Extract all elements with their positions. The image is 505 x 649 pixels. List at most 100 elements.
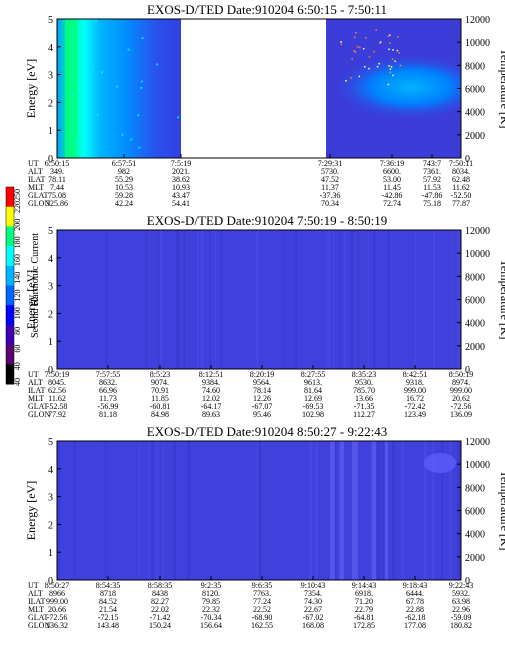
colorbar-tick-label: 140 [13, 272, 22, 284]
ephemeris-value: 9:6:35 [252, 581, 272, 590]
ephemeris-value: -71.42 [150, 613, 171, 622]
ephemeris-value: 81.64 [304, 386, 322, 395]
y-tick-label: 4 [48, 465, 53, 476]
ephemeris-value: -71.35 [354, 402, 375, 411]
colorbar-segment [6, 226, 14, 247]
ephemeris-value: 9:22:43 [449, 581, 473, 590]
colorbar-tick-label: 220 [13, 201, 22, 213]
ephemeris-value: -68.90 [252, 613, 273, 622]
ephemeris-value: -64.17 [201, 402, 222, 411]
ephemeris-value: 11.45 [383, 183, 401, 192]
streak [401, 441, 404, 580]
panel-1: EXOS-D/TED Date:910204 6:50:15 - 7:50:11… [24, 2, 505, 208]
ephemeris-value: 8045. [48, 378, 66, 387]
noise-dot [340, 43, 343, 45]
ephemeris-value: 982 [118, 167, 130, 176]
y2-tick-label: 0 [465, 576, 470, 587]
ephemeris-value: 999.00 [450, 386, 472, 395]
y-axis-label: Energy [eV] [24, 481, 38, 540]
y2-tick-label: 4000 [465, 530, 485, 541]
ephemeris-value: -47.86 [422, 191, 443, 200]
y-tick-label: 1 [48, 126, 53, 137]
y-tick-label: 3 [48, 282, 53, 293]
noise-dot [387, 83, 390, 86]
ephemeris-value: 63.98 [452, 597, 470, 606]
ephemeris-value: 180.82 [450, 621, 472, 630]
ephemeris-value: 349. [50, 167, 64, 176]
y-axis-label: Energy [eV] [24, 59, 38, 118]
ephemeris-value: 325.86 [46, 199, 68, 208]
streak [449, 441, 452, 580]
ephemeris-value: 11.73 [99, 394, 117, 403]
streak [343, 230, 347, 369]
streak [58, 441, 60, 580]
ephemeris-value: 82.27 [151, 597, 169, 606]
ephemeris-value: 8718 [100, 589, 116, 598]
colorbar-segment [6, 324, 14, 346]
ephemeris-value: -67.07 [252, 402, 273, 411]
streak [350, 230, 353, 369]
ephemeris-value: 177.08 [404, 621, 426, 630]
ephemeris-value: 21.54 [99, 605, 117, 614]
noise-dot [389, 68, 392, 70]
ephemeris-row-label: ALT [28, 378, 43, 387]
ephemeris-value: 8:5:23 [150, 370, 170, 379]
ephemeris-value: 8966 [49, 589, 65, 598]
bright-patch [424, 453, 456, 473]
streak [196, 230, 199, 369]
ephemeris-value: 8120. [202, 589, 220, 598]
ephemeris-value: 9:18:43 [403, 581, 427, 590]
y2-tick-label: 2000 [465, 342, 485, 353]
streak [373, 230, 376, 369]
ephemeris-value: 55.29 [115, 175, 133, 184]
ephemeris-value: 77.92 [48, 410, 66, 419]
streak [339, 230, 342, 369]
ephemeris-value: 47.52 [321, 175, 339, 184]
streak [424, 441, 427, 580]
y2-tick-label: 12000 [465, 226, 490, 237]
colorbar-segment [6, 285, 14, 306]
ephemeris-value: 54.41 [172, 199, 190, 208]
spectrogram-area [57, 19, 461, 158]
ephemeris-value: 22.32 [202, 605, 220, 614]
noise-dot [379, 42, 381, 44]
noise-dot [394, 60, 396, 63]
noise-dot [389, 71, 392, 74]
ephemeris-value: 6918. [355, 589, 373, 598]
ephemeris-value: 7:50:11 [449, 159, 473, 168]
streak [433, 230, 436, 369]
y2-tick-label: 6000 [465, 85, 485, 96]
colorbar-min-label: 40 [13, 378, 22, 386]
ephemeris-value: 6600. [383, 167, 401, 176]
ephemeris-value: 62.48 [452, 175, 470, 184]
burst-column [352, 441, 358, 580]
streak [183, 230, 185, 369]
speckle [95, 19, 98, 22]
y-tick-label: 1 [48, 337, 53, 348]
speckle [141, 37, 144, 40]
ephemeris-value: 9074. [151, 378, 169, 387]
noise-dot [355, 31, 357, 34]
ephemeris-value: 74.30 [304, 597, 322, 606]
ephemeris-value: 13.66 [355, 394, 373, 403]
ephemeris-value: 57.92 [423, 175, 441, 184]
ephemeris-value: 9:2:35 [201, 581, 221, 590]
ephemeris-value: 77.24 [253, 597, 271, 606]
colorbar-tick-label: 160 [13, 254, 22, 266]
ephemeris-value: 8:50:27 [45, 581, 69, 590]
ephemeris-value: 999.00 [404, 386, 426, 395]
ephemeris-value: -52.50 [451, 191, 472, 200]
streak [214, 230, 216, 369]
noise-dot [356, 46, 359, 48]
ephemeris-value: 71.20 [355, 597, 373, 606]
data-gap [181, 19, 326, 158]
speckle [127, 48, 130, 51]
ephemeris-value: 8:50:19 [449, 370, 473, 379]
streak [256, 441, 258, 580]
streak [309, 441, 313, 580]
ephemeris-value: 143.48 [97, 621, 119, 630]
noise-dot [388, 48, 390, 51]
y2-tick-label: 10000 [465, 38, 490, 49]
colorbar-segment [6, 187, 14, 208]
y2-tick-label: 0 [465, 154, 470, 165]
